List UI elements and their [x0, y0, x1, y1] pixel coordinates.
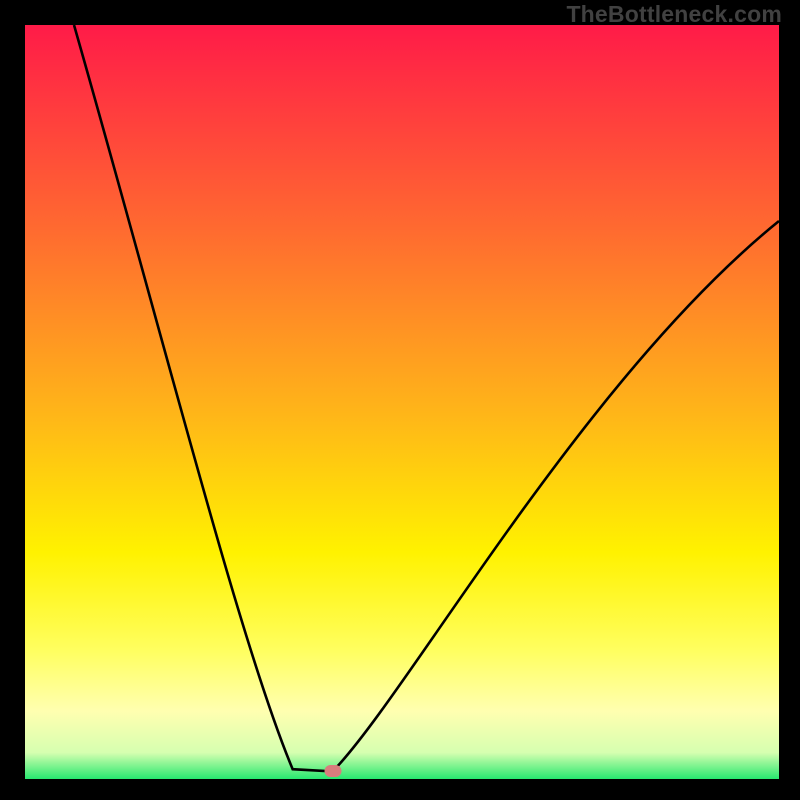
watermark-text: TheBottleneck.com [566, 1, 782, 28]
curve-path [74, 25, 779, 771]
plot-area [25, 25, 779, 779]
bottleneck-curve [25, 25, 779, 779]
optimum-marker [324, 765, 341, 777]
